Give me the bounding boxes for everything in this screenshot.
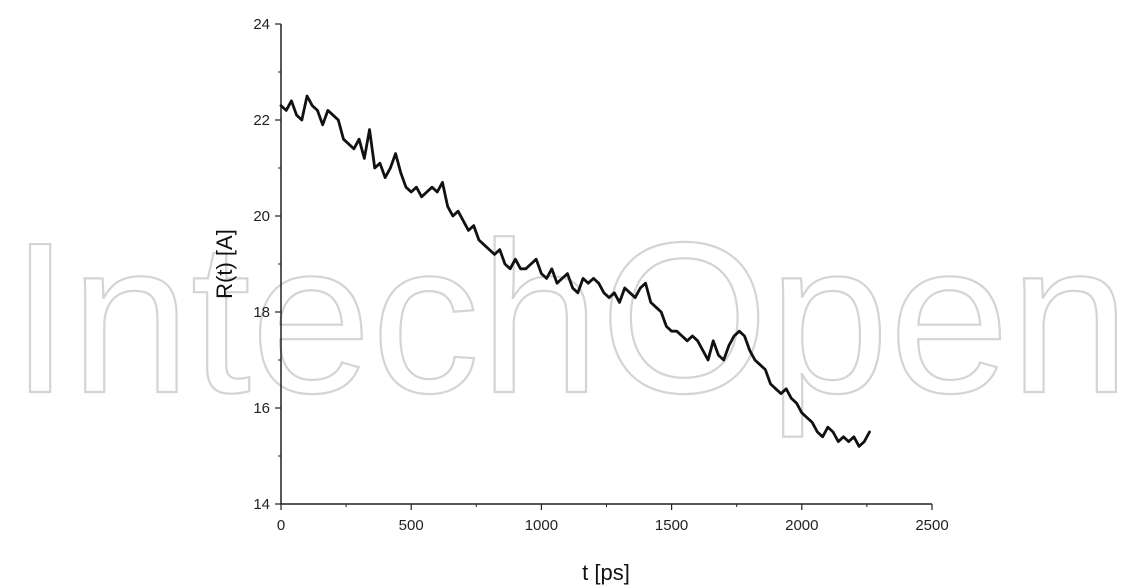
y-tick-label: 20: [253, 208, 270, 225]
series-layer: [279, 94, 871, 448]
y-axis-title: R(t) [A]: [212, 229, 237, 299]
x-tick-label: 1500: [655, 517, 688, 534]
series-line: [279, 94, 871, 448]
x-tick-label: 0: [277, 517, 285, 534]
watermark: IntechOpen: [9, 196, 1131, 439]
y-tick-label: 16: [253, 400, 270, 417]
axis-ticks: 0 500 1000 1500 2000 2500 14 16 18 20 22 24: [253, 16, 948, 534]
x-axis-title: t [ps]: [582, 560, 630, 585]
x-tick-label: 2000: [785, 517, 818, 534]
y-tick-label: 24: [253, 16, 270, 33]
watermark-text: IntechOpen: [10, 197, 1130, 438]
y-tick-label: 14: [253, 496, 270, 513]
y-tick-label: 18: [253, 304, 270, 321]
y-tick-label: 22: [253, 112, 270, 129]
x-tick-label: 500: [399, 517, 424, 534]
x-tick-label: 1000: [525, 517, 558, 534]
x-tick-label: 2500: [915, 517, 948, 534]
